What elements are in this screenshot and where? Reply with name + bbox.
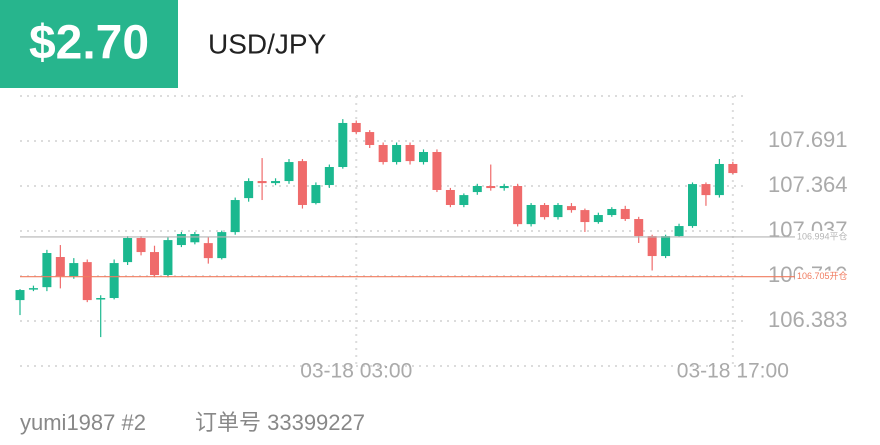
candle-body (714, 163, 724, 196)
candle-body (150, 252, 159, 276)
candle-body (15, 290, 25, 301)
x-tick-label: 03-18 03:00 (300, 360, 412, 383)
position-label-bg (795, 270, 860, 283)
candle-body (634, 219, 644, 237)
candle-body (701, 184, 711, 196)
position-label: 106.994平仓 (797, 230, 848, 241)
user: yumi1987 #2 (20, 410, 146, 435)
candle-body (271, 181, 281, 184)
candle-body (378, 144, 388, 163)
candle-body (136, 238, 146, 253)
candle-body (284, 162, 294, 182)
candle-body (244, 181, 254, 199)
candle-body (486, 186, 496, 189)
candle-body (674, 226, 684, 237)
candle-body (513, 186, 523, 225)
candle-body (338, 122, 348, 168)
candle-body (42, 253, 52, 288)
candle-body (82, 262, 92, 301)
candle-body (96, 298, 106, 300)
candle-body (472, 186, 482, 193)
pair: USD/JPY (208, 28, 327, 59)
candle-body (230, 200, 240, 233)
order-number: 订单号 33399227 (195, 410, 365, 435)
candle-body (392, 144, 402, 163)
candle-body (365, 132, 375, 145)
candle-body (526, 204, 536, 225)
chart: 106.383106.710107.037107.364107.69103-18… (15, 95, 860, 383)
candle-body (553, 204, 563, 218)
candle-body (163, 240, 173, 276)
candle-body (257, 181, 267, 184)
candle-body (55, 257, 65, 277)
candle-body (459, 195, 469, 205)
candle-body (28, 288, 38, 290)
candle-body (661, 236, 671, 257)
price: $2.70 (29, 17, 149, 70)
candle-body (203, 243, 213, 259)
candle-body (607, 208, 617, 216)
y-tick-label: 107.691 (768, 127, 848, 152)
candle-body (432, 152, 442, 190)
candle-body (109, 263, 119, 299)
candle-body (419, 152, 428, 163)
candle-body (324, 167, 334, 186)
candle-body (620, 208, 630, 220)
candle-body (593, 215, 603, 223)
candle-body (297, 161, 307, 205)
price-badge (0, 0, 178, 88)
candle-body (580, 210, 590, 223)
candle-body (405, 144, 415, 162)
candle-body (217, 232, 227, 259)
candle-body (176, 234, 186, 246)
candle-body (190, 234, 200, 243)
candle-body (351, 122, 361, 133)
candle-body (69, 263, 79, 277)
candle-body (728, 163, 738, 174)
y-tick-label: 106.383 (768, 307, 848, 332)
y-tick-label: 107.364 (768, 172, 848, 197)
candle-body (566, 206, 576, 211)
candle-body (445, 189, 455, 205)
candle-body (647, 236, 657, 257)
candle-body (311, 185, 321, 204)
candle-body (688, 184, 697, 227)
candle-body (499, 186, 509, 189)
x-tick-label: 03-18 17:00 (677, 360, 789, 383)
candle-body (540, 204, 550, 218)
candle-body (123, 238, 133, 263)
position-label: 106.705开仓 (797, 270, 848, 281)
position-label-bg (795, 230, 860, 243)
